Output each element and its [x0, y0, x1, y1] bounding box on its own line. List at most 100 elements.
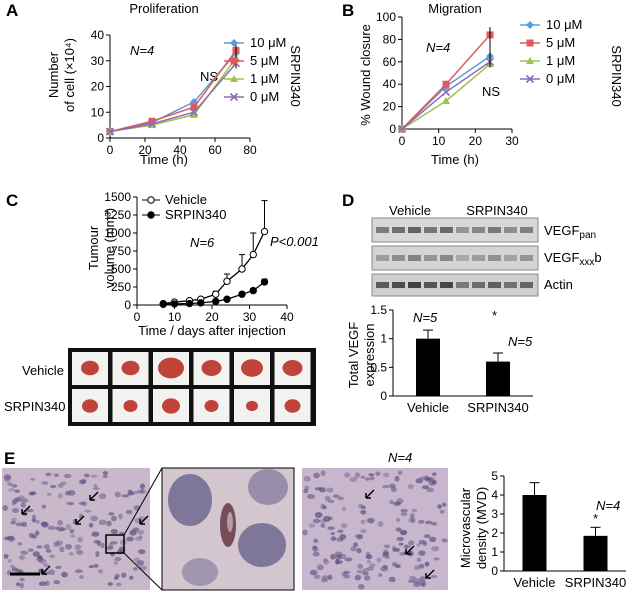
- histology-nucleus: [425, 520, 433, 525]
- tumour-vehicle: [282, 360, 303, 376]
- histology-nucleus: [343, 574, 351, 579]
- histology-nucleus: [430, 574, 438, 579]
- panel-a-y-tick-label: 40: [91, 28, 105, 42]
- panel-a-y-tick-label: 0: [97, 131, 104, 145]
- histology-nucleus: [2, 505, 9, 511]
- histology-nucleus: [358, 503, 364, 509]
- histology-nucleus: [27, 548, 34, 552]
- histology-nucleus: [429, 536, 437, 542]
- histology-nucleus: [433, 557, 440, 561]
- blot-band: [392, 227, 405, 233]
- histology-nucleus: [41, 521, 49, 528]
- histology-nucleus: [441, 538, 448, 543]
- blot-band: [504, 282, 517, 288]
- panel-b-data-point: [442, 97, 450, 104]
- histology-nucleus: [312, 518, 321, 524]
- histology-nucleus: [43, 563, 50, 568]
- panel-c-x-tick-label: 20: [205, 310, 219, 324]
- histology-nucleus: [336, 537, 344, 542]
- panel-c-data-point: [197, 299, 205, 307]
- panel-b-title: Migration: [428, 1, 481, 16]
- panel-a-series-line: [109, 62, 237, 133]
- histology-nucleus: [20, 498, 29, 503]
- histology-nucleus: [403, 544, 409, 550]
- panel-c-data-point: [212, 297, 220, 306]
- histology-nucleus: [55, 565, 62, 570]
- panel-b-y-tick-label: 80: [383, 32, 397, 46]
- histology-nucleus: [303, 488, 309, 494]
- histology-nucleus: [98, 519, 107, 526]
- histology-nucleus: [106, 520, 112, 527]
- panel-e-plot: 0 1 2 3 4 5 Vehicle SRPIN340: [491, 469, 626, 590]
- blot-band: [376, 255, 389, 261]
- histology-nucleus: [383, 544, 391, 549]
- histology-nucleus: [11, 484, 18, 488]
- histology-nucleus: [313, 472, 320, 479]
- histology-nucleus: [137, 529, 145, 535]
- histology-nucleus: [410, 513, 415, 519]
- panel-b-x-tick-label: 0: [399, 134, 406, 148]
- panel-c-data-point: [223, 277, 231, 285]
- histology-nucleus: [57, 520, 63, 526]
- histology-nucleus: [313, 574, 321, 580]
- histology-nucleus: [78, 575, 84, 580]
- blot-band: [472, 227, 485, 233]
- histology-nucleus: [31, 514, 37, 519]
- panel-c-letter: C: [6, 191, 18, 210]
- histology-nucleus: [356, 569, 364, 574]
- blot-row-label-actin: Actin: [544, 277, 573, 292]
- panel-a-legend-label: 5 μM: [250, 53, 279, 68]
- histology-nucleus: [322, 515, 331, 522]
- histology-nucleus: [431, 522, 438, 526]
- histology-nucleus: [54, 473, 59, 477]
- histology-nucleus: [38, 581, 47, 586]
- histology-nucleus: [350, 546, 357, 552]
- panel-b-data-point: [397, 124, 407, 134]
- histology-nucleus: [362, 568, 369, 572]
- histology-nucleus: [53, 541, 60, 548]
- histology-nucleus: [114, 491, 121, 498]
- histology-nucleus: [341, 506, 346, 512]
- histology-nucleus: [321, 575, 330, 581]
- blot-band: [520, 255, 533, 261]
- panel-c-y-tick-label: 1000: [104, 226, 131, 240]
- tumour-srpin340: [246, 400, 258, 412]
- panel-a-data-point: [190, 103, 198, 111]
- histology-nucleus: [313, 538, 319, 544]
- histology-nucleus: [341, 523, 348, 529]
- histology-nucleus: [378, 573, 383, 578]
- zoom-box: [105, 534, 125, 554]
- panel-b-letter: B: [342, 1, 354, 20]
- histology-nucleus: [110, 528, 119, 535]
- histology-nucleus: [389, 499, 394, 505]
- histology-nucleus: [413, 578, 421, 584]
- panel-a-x-tick-label: 40: [173, 143, 187, 157]
- histology-nucleus: [416, 557, 422, 563]
- zoom-connector-top: [123, 467, 163, 536]
- histology-nucleus: [49, 554, 56, 559]
- histology-nucleus: [396, 517, 401, 523]
- panel-c-x-tick-label: 40: [280, 310, 294, 324]
- panel-b-y-tick-label: 100: [376, 10, 396, 24]
- blot-band: [440, 255, 453, 261]
- blot-band: [472, 255, 485, 261]
- panel-d-n-label-vehicle: N=5: [413, 310, 438, 325]
- histology-nucleus: [361, 505, 366, 510]
- histology-nucleus: [320, 470, 326, 477]
- histology-nucleus: [21, 521, 28, 527]
- panel-a-y-tick-label: 10: [91, 105, 105, 119]
- histology-nucleus: [121, 572, 127, 579]
- panel-b-legend-label: 0 μM: [546, 71, 575, 86]
- blot-band: [392, 282, 405, 288]
- panel-c-data-point: [170, 300, 179, 308]
- blot-band: [456, 282, 469, 288]
- histology-nucleus: [125, 509, 133, 515]
- panel-c-ylabel-line2: volume (mm³): [102, 208, 117, 288]
- blot-band: [376, 227, 389, 233]
- blot-band: [376, 282, 389, 288]
- panel-a-data-point: [190, 110, 198, 118]
- histology-nucleus: [397, 470, 403, 475]
- histology-nucleus: [25, 508, 34, 513]
- histology-nucleus: [97, 569, 104, 574]
- histology-nucleus: [332, 494, 340, 498]
